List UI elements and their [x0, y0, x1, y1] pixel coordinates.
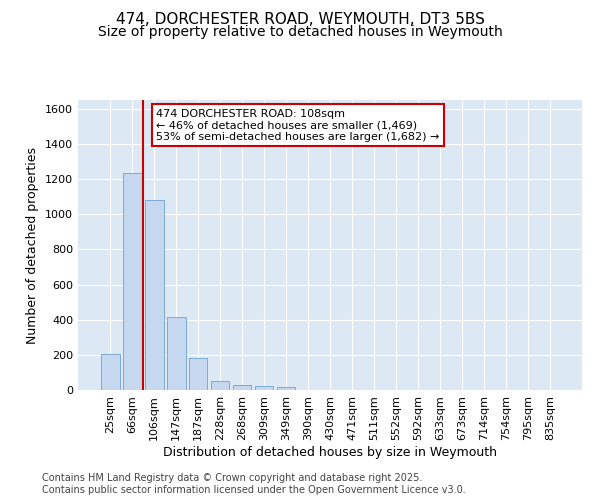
Text: 474 DORCHESTER ROAD: 108sqm
← 46% of detached houses are smaller (1,469)
53% of : 474 DORCHESTER ROAD: 108sqm ← 46% of det…: [157, 109, 440, 142]
Bar: [233, 385, 251, 390]
Bar: [277, 388, 295, 390]
Bar: [189, 358, 208, 390]
Text: 474, DORCHESTER ROAD, WEYMOUTH, DT3 5BS: 474, DORCHESTER ROAD, WEYMOUTH, DT3 5BS: [116, 12, 484, 28]
Bar: [145, 200, 164, 390]
Bar: [101, 354, 119, 390]
Text: Size of property relative to detached houses in Weymouth: Size of property relative to detached ho…: [98, 25, 502, 39]
Bar: [167, 317, 185, 390]
X-axis label: Distribution of detached houses by size in Weymouth: Distribution of detached houses by size …: [163, 446, 497, 458]
Text: Contains HM Land Registry data © Crown copyright and database right 2025.
Contai: Contains HM Land Registry data © Crown c…: [42, 474, 466, 495]
Bar: [123, 173, 142, 390]
Bar: [255, 386, 274, 390]
Y-axis label: Number of detached properties: Number of detached properties: [26, 146, 40, 344]
Bar: [211, 381, 229, 390]
